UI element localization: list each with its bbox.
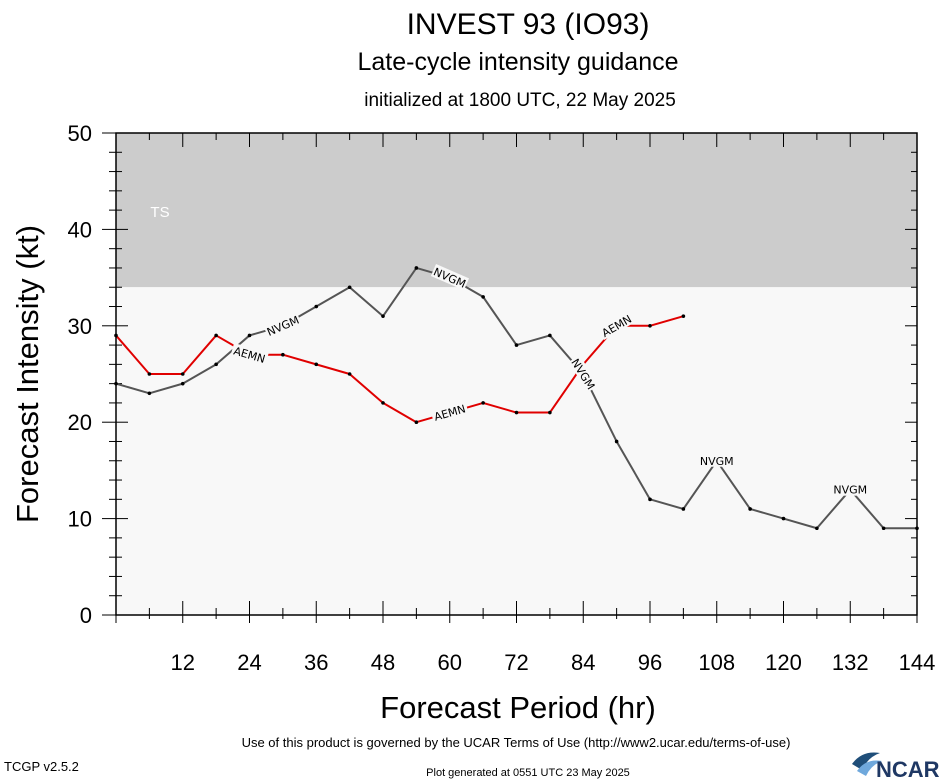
point-nvgm-96	[648, 497, 652, 502]
series-label-nvgm-132: NVGM	[833, 484, 867, 497]
point-aemn-72	[514, 410, 519, 415]
x-tick-label-144: 144	[899, 650, 936, 675]
point-aemn-36	[314, 362, 319, 367]
point-aemn-18	[214, 333, 218, 338]
series-label-bg-nvgm-132	[832, 482, 869, 496]
x-tick-label-24: 24	[237, 650, 261, 675]
chart-subtitle: Late-cycle intensity guidance	[357, 48, 678, 76]
point-nvgm-72	[514, 343, 519, 347]
ncar-logo-icon	[852, 752, 880, 770]
plot-frame	[115, 132, 918, 616]
version-text: TCGP v2.5.2	[4, 759, 79, 774]
point-nvgm-36	[314, 304, 319, 309]
y-axis-label: Forecast Intensity (kt)	[10, 225, 45, 523]
generated-time-text: Plot generated at 0551 UTC 23 May 2025	[426, 767, 630, 779]
point-nvgm-114	[748, 507, 752, 511]
point-nvgm-126	[815, 526, 819, 531]
point-nvgm-6	[147, 391, 152, 396]
x-tick-label-120: 120	[765, 650, 802, 675]
x-tick-label-60: 60	[438, 650, 462, 675]
point-aemn-102	[681, 314, 686, 318]
point-aemn-48	[381, 401, 385, 405]
point-nvgm-90	[614, 439, 619, 444]
series-label-bg-nvgm-84	[568, 355, 599, 393]
y-tick-label-30: 30	[68, 314, 92, 339]
point-nvgm-54	[414, 266, 419, 270]
x-tick-label-48: 48	[371, 650, 395, 675]
point-nvgm-18	[214, 362, 218, 367]
x-tick-label-108: 108	[698, 650, 735, 675]
terms-of-use-text: Use of this product is governed by the U…	[242, 735, 791, 750]
series-label-bg-nvgm-30	[263, 312, 302, 339]
point-nvgm-78	[548, 333, 552, 338]
intensity-bands	[116, 133, 917, 615]
point-aemn-78	[548, 410, 552, 415]
ncar-logo-text: NCAR	[876, 757, 940, 780]
series-label-nvgm-108: NVGM	[700, 455, 734, 468]
init-time-text: initialized at 1800 UTC, 22 May 2025	[364, 90, 676, 111]
tick-labels: 12 24 36 48 60 72 84 96 108 120 132 144 0 10 20 30 40 50	[68, 121, 936, 675]
series-label-bg-nvgm-108	[698, 453, 735, 467]
point-aemn-96	[648, 324, 652, 328]
x-tick-label-132: 132	[832, 650, 869, 675]
series-label-bg-aemn-60	[430, 400, 469, 424]
point-nvgm-120	[781, 516, 786, 521]
x-tick-label-84: 84	[571, 650, 595, 675]
axis-ticks	[102, 132, 918, 623]
x-tick-label-72: 72	[504, 650, 528, 675]
x-axis-label: Forecast Period (hr)	[380, 690, 656, 725]
y-tick-label-20: 20	[68, 410, 92, 435]
x-tick-label-96: 96	[638, 650, 662, 675]
y-tick-label-40: 40	[68, 217, 92, 242]
point-aemn-54	[414, 420, 419, 425]
point-aemn-30	[281, 352, 285, 357]
y-tick-label-10: 10	[68, 507, 92, 532]
series-label-bg-aemn-24	[230, 342, 269, 366]
y-tick-label-50: 50	[68, 121, 92, 146]
band-label-0: TS	[150, 204, 169, 221]
x-tick-label-12: 12	[171, 650, 195, 675]
point-aemn-12	[180, 372, 185, 376]
point-nvgm-66	[481, 295, 485, 299]
point-nvgm-138	[881, 526, 886, 531]
series-line-aemn	[115, 315, 684, 424]
band-labels: TS	[150, 204, 169, 221]
x-tick-label-36: 36	[304, 650, 328, 675]
point-aemn-6	[147, 372, 152, 376]
ncar-logo-swoosh-icon	[857, 760, 882, 776]
chart-title: INVEST 93 (IO93)	[407, 8, 650, 41]
ncar-logo: NCAR	[852, 752, 940, 780]
point-nvgm-12	[180, 381, 185, 386]
point-aemn-66	[481, 401, 485, 405]
point-nvgm-102	[681, 507, 686, 511]
series-label-bg-aemn-90	[597, 310, 636, 340]
point-aemn-42	[347, 372, 352, 376]
band-1	[116, 287, 917, 615]
y-tick-label-0: 0	[80, 603, 92, 628]
point-nvgm-42	[347, 285, 352, 290]
series-label-bg-nvgm-60	[430, 264, 470, 291]
point-nvgm-24	[247, 333, 252, 338]
point-nvgm-48	[381, 314, 385, 318]
band-0	[116, 133, 917, 288]
